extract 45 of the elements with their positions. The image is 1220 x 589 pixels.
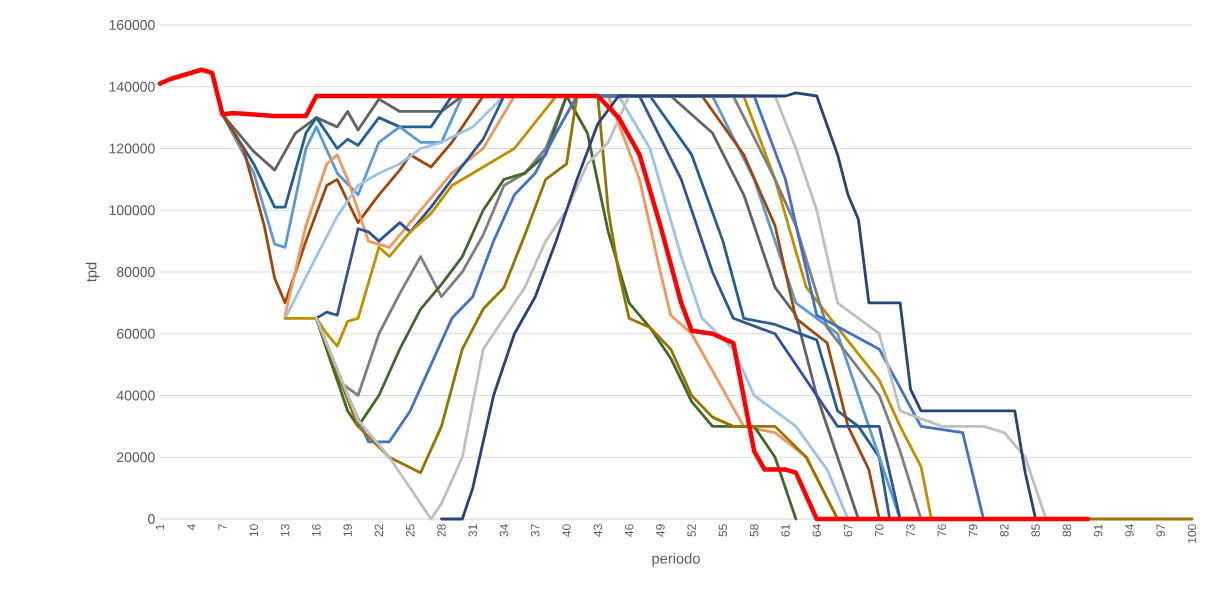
x-tick-label: 58 — [749, 524, 759, 537]
x-tick-label: 34 — [499, 524, 509, 537]
x-tick-label: 82 — [1000, 524, 1009, 537]
y-tick-label: 100000 — [109, 205, 155, 216]
x-tick-label: 37 — [531, 524, 540, 537]
x-tick-label: 7 — [218, 524, 227, 530]
y-tick-label: 120000 — [109, 143, 155, 154]
y-axis-title: tpd — [85, 262, 100, 282]
x-tick-label: 64 — [812, 524, 821, 537]
x-tick-label: 31 — [468, 524, 477, 537]
x-tick-label: 46 — [624, 524, 634, 537]
x-tick-label: 70 — [875, 524, 884, 537]
x-tick-label: 88 — [1062, 524, 1072, 537]
x-tick-label: 76 — [937, 524, 947, 537]
x-tick-label: 1 — [155, 524, 165, 530]
x-tick-label: 49 — [656, 524, 665, 537]
y-tick-label: 80000 — [116, 267, 155, 277]
x-tick-label: 40 — [562, 524, 571, 537]
x-tick-label: 28 — [437, 524, 446, 537]
x-axis-title: periodo — [652, 552, 700, 567]
y-tick-label: 160000 — [109, 20, 155, 30]
x-tick-label: 55 — [718, 524, 728, 537]
x-tick-label: 4 — [187, 524, 196, 531]
x-tick-label: 100 — [1187, 524, 1197, 543]
x-tick-label: 52 — [687, 524, 696, 537]
y-tick-label: 0 — [148, 514, 155, 524]
y-tick-label: 60000 — [117, 328, 155, 339]
x-tick-label: 85 — [1031, 524, 1040, 537]
x-tick-label: 91 — [1093, 524, 1103, 537]
x-tick-label: 61 — [781, 524, 790, 537]
x-tick-label: 13 — [280, 524, 290, 537]
x-tick-label: 94 — [1125, 524, 1134, 537]
y-tick-label: 20000 — [117, 452, 155, 463]
x-tick-label: 22 — [374, 524, 384, 537]
y-tick-label: 40000 — [116, 390, 155, 401]
x-tick-label: 19 — [343, 524, 352, 537]
y-tick-label: 140000 — [109, 81, 155, 92]
x-tick-label: 79 — [968, 524, 978, 537]
x-tick-label: 67 — [843, 524, 853, 537]
x-tick-label: 97 — [1156, 524, 1165, 537]
x-tick-label: 10 — [249, 524, 259, 537]
x-tick-label: 73 — [906, 524, 915, 537]
x-tick-label: 43 — [593, 524, 603, 537]
x-tick-label: 16 — [312, 524, 321, 537]
x-tick-label: 25 — [405, 524, 415, 537]
